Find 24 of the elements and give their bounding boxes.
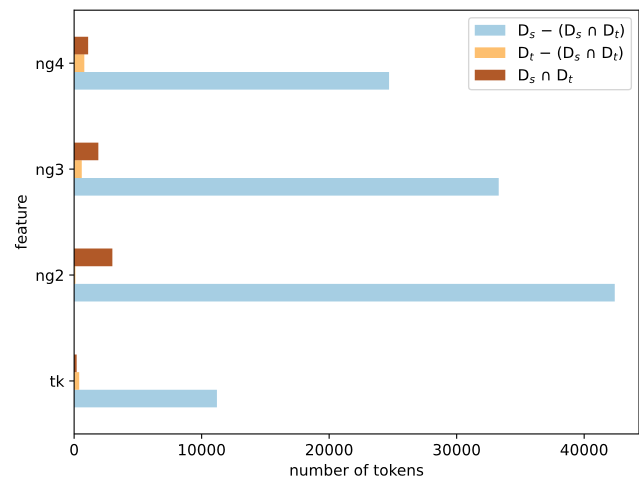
x-axis-title: number of tokens: [290, 464, 424, 476]
y-tick-label: ng3: [36, 164, 64, 178]
legend-label: D$_{s}$ ∩ D$_{t}$: [519, 69, 573, 84]
y-tick-label: ng2: [36, 270, 63, 284]
legend-label: D$_{t}$ − (D$_{s}$ ∩ D$_{t}$): [519, 46, 622, 61]
bar: [74, 160, 82, 178]
y-tick-label: ng4: [36, 58, 64, 72]
bar: [74, 54, 84, 72]
x-tick-label: 10000: [179, 444, 225, 456]
bar: [74, 178, 499, 196]
bar: [74, 72, 390, 90]
x-tick-label: 30000: [434, 444, 480, 456]
x-tick-label: 0: [70, 444, 78, 456]
bar: [74, 36, 88, 54]
y-tick-label: tk: [50, 375, 64, 387]
bar: [74, 284, 615, 302]
bar: [74, 248, 112, 266]
y-axis-title: feature: [14, 195, 27, 250]
bar: [74, 390, 217, 408]
x-tick-label: 40000: [560, 444, 608, 456]
bar: [74, 372, 80, 390]
x-tick-label: 20000: [306, 444, 352, 456]
bar: [74, 142, 98, 160]
legend-label: D$_{s}$ − (D$_{s}$ ∩ D$_{t}$): [519, 24, 624, 38]
